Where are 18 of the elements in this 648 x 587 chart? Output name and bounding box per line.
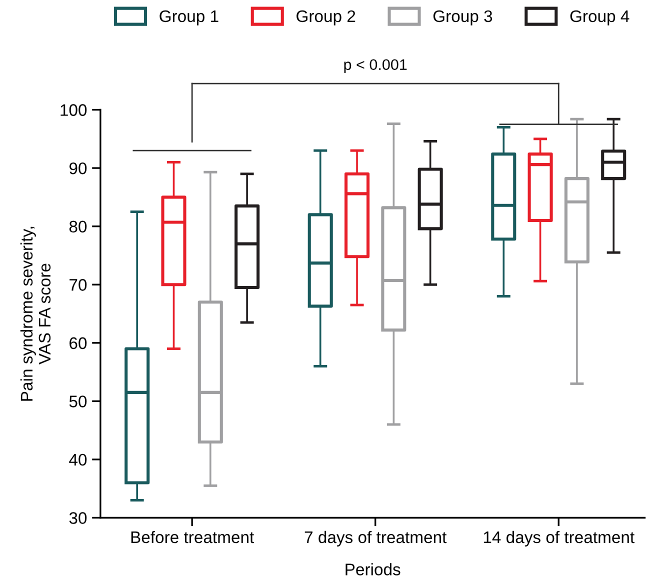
x-tick-label: 14 days of treatment xyxy=(484,530,634,546)
y-tick-label: 50 xyxy=(69,396,87,408)
y-tick-label: 40 xyxy=(69,454,87,466)
legend-label: Group 1 xyxy=(160,10,218,26)
x-tick-label: 7 days of treatment xyxy=(304,530,447,546)
legend-label: Group 4 xyxy=(570,10,630,26)
legend-label: Group 3 xyxy=(433,10,492,26)
y-tick-label: 60 xyxy=(70,337,87,350)
text: p < 0.001 xyxy=(344,59,407,74)
y-tick-label: 70 xyxy=(70,279,87,291)
y-tick-label: 100 xyxy=(60,104,87,116)
x-tick-label: Before treatment xyxy=(131,530,254,544)
y-tick-label: 80 xyxy=(69,220,87,233)
legend-label: Group 2 xyxy=(296,10,356,26)
y-axis-title: Pain syndrome severity, VAS FA score xyxy=(20,226,51,401)
y-tick-label: 30 xyxy=(69,512,87,524)
x-axis-title: Periods xyxy=(346,563,400,576)
y-tick-label: 90 xyxy=(69,162,87,174)
